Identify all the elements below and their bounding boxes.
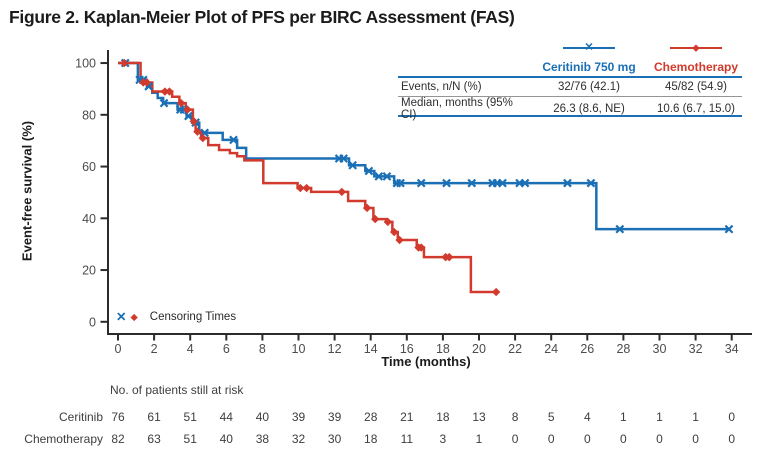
svg-text:32: 32	[292, 432, 306, 446]
svg-text:30: 30	[328, 432, 342, 446]
svg-text:32: 32	[689, 342, 703, 356]
risk-row-ceritinib: Ceritinib 76 61 51 44 40 39 39 28 21 18 13 8 5 4 1 1 1 0	[59, 410, 735, 424]
svg-text:28: 28	[616, 342, 630, 356]
svg-text:40: 40	[220, 432, 234, 446]
censor-marks-ceritinib-750-mg	[120, 58, 734, 234]
svg-text:1: 1	[476, 432, 483, 446]
svg-text:0: 0	[548, 432, 555, 446]
events-row-label: Events, n/N (%)	[401, 81, 482, 93]
svg-text:1: 1	[620, 410, 627, 424]
svg-text:6: 6	[223, 342, 230, 356]
median-row: Median, months (95% CI) 26.3 (8.6, NE) 1…	[398, 97, 742, 121]
svg-text:13: 13	[472, 410, 486, 424]
median-chemotherapy-value: 10.6 (6.7, 15.0)	[657, 103, 735, 115]
svg-text:39: 39	[328, 410, 342, 424]
summary-table-header-row: Ceritinib 750 mg Chemotherapy	[398, 55, 742, 76]
ceritinib-line-x-marker-icon: ✕	[563, 42, 615, 53]
risk-table: No. of patients still at risk Ceritinib 76…	[24, 383, 735, 446]
chemotherapy-column-header: Chemotherapy	[653, 60, 739, 74]
censoring-legend: ✕ ◆ Censoring Times	[116, 311, 236, 324]
svg-text:60: 60	[82, 160, 96, 174]
svg-text:2: 2	[151, 342, 158, 356]
svg-text:20: 20	[82, 264, 96, 278]
svg-text:11: 11	[401, 432, 414, 446]
risk-row-label: Chemotherapy	[24, 432, 103, 446]
summary-stats-table: ✕ ◆ Ceritinib 750 mg Chemotherapy Events…	[398, 42, 742, 121]
svg-text:18: 18	[364, 432, 378, 446]
svg-text:1: 1	[692, 410, 699, 424]
risk-table-title: No. of patients still at risk	[110, 383, 244, 397]
svg-text:63: 63	[147, 432, 161, 446]
svg-text:30: 30	[653, 342, 667, 356]
svg-text:51: 51	[184, 410, 198, 424]
svg-text:34: 34	[725, 342, 739, 356]
median-row-label: Median, months (95% CI)	[401, 97, 513, 121]
svg-text:0: 0	[115, 342, 122, 356]
y-tick-labels: 0 20 40 60 80 100	[75, 57, 96, 330]
svg-text:1: 1	[656, 410, 663, 424]
events-ceritinib-value: 32/76 (42.1)	[557, 81, 620, 93]
series-marker-row: ✕ ◆	[398, 42, 742, 55]
chemotherapy-line-diamond-marker-icon: ◆	[670, 42, 722, 53]
svg-text:20: 20	[472, 342, 486, 356]
svg-text:28: 28	[364, 410, 378, 424]
svg-text:26: 26	[580, 342, 594, 356]
svg-text:61: 61	[147, 410, 161, 424]
svg-text:0: 0	[656, 432, 663, 446]
svg-text:4: 4	[584, 410, 591, 424]
svg-text:5: 5	[548, 410, 555, 424]
svg-text:24: 24	[544, 342, 558, 356]
svg-text:51: 51	[184, 432, 198, 446]
svg-text:0: 0	[89, 315, 96, 329]
svg-text:18: 18	[436, 410, 450, 424]
events-chemotherapy-value: 45/82 (54.9)	[664, 81, 727, 93]
svg-text:18: 18	[436, 342, 450, 356]
events-row: Events, n/N (%) 32/76 (42.1) 45/82 (54.9…	[398, 76, 742, 97]
censor-x-icon: ✕	[116, 310, 127, 324]
svg-text:12: 12	[328, 342, 342, 356]
svg-text:0: 0	[728, 410, 735, 424]
svg-text:0: 0	[584, 432, 591, 446]
svg-text:8: 8	[259, 342, 266, 356]
svg-text:38: 38	[256, 432, 270, 446]
censor-marks-chemotherapy	[120, 58, 501, 297]
svg-text:40: 40	[256, 410, 270, 424]
x-axis-label: Time (months)	[381, 354, 471, 369]
ceritinib-column-header: Ceritinib 750 mg	[542, 60, 636, 74]
median-ceritinib-value: 26.3 (8.6, NE)	[553, 103, 625, 115]
svg-text:44: 44	[220, 410, 234, 424]
svg-text:0: 0	[692, 432, 699, 446]
censor-diamond-icon: ◆	[130, 311, 138, 323]
axes	[100, 50, 752, 341]
svg-text:0: 0	[512, 432, 519, 446]
x-tick-labels: 0 2 4 6 8 10 12 14 16 18 20 22 24 26 28 30 32 34	[115, 342, 739, 356]
svg-text:14: 14	[364, 342, 378, 356]
svg-text:82: 82	[111, 432, 125, 446]
svg-text:0: 0	[620, 432, 627, 446]
risk-row-chemotherapy: Chemotherapy 82 63 51 40 38 32 30 18 11 3 1 0 0 0 0 0 0 0	[24, 432, 735, 446]
svg-text:3: 3	[440, 432, 447, 446]
y-axis-label: Event-free survival (%)	[19, 120, 35, 262]
figure-title: Figure 2. Kaplan-Meier Plot of PFS per B…	[9, 7, 515, 27]
censoring-legend-label: Censoring Times	[149, 311, 237, 324]
svg-text:76: 76	[111, 410, 125, 424]
svg-text:8: 8	[512, 410, 519, 424]
svg-text:100: 100	[75, 57, 96, 71]
risk-row-label: Ceritinib	[59, 410, 103, 424]
svg-text:80: 80	[82, 108, 96, 122]
svg-text:10: 10	[292, 342, 306, 356]
svg-text:4: 4	[187, 342, 194, 356]
svg-text:16: 16	[400, 342, 414, 356]
svg-text:0: 0	[728, 432, 735, 446]
svg-text:21: 21	[400, 410, 414, 424]
svg-text:39: 39	[292, 410, 306, 424]
svg-text:22: 22	[508, 342, 522, 356]
svg-text:40: 40	[82, 212, 96, 226]
